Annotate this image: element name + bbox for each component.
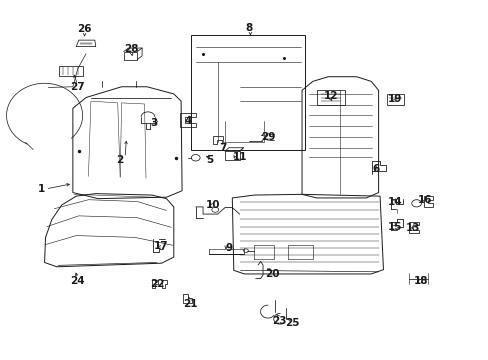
Text: 2: 2: [116, 155, 123, 165]
Text: 13: 13: [405, 224, 419, 233]
Text: 18: 18: [413, 276, 427, 286]
Text: 24: 24: [70, 276, 85, 286]
Text: 28: 28: [124, 44, 138, 54]
Text: 20: 20: [265, 269, 280, 279]
Text: 23: 23: [272, 316, 286, 325]
Text: 26: 26: [77, 24, 92, 35]
Text: 5: 5: [205, 155, 213, 165]
Text: 21: 21: [183, 299, 198, 309]
Text: 14: 14: [386, 197, 401, 207]
Text: 11: 11: [232, 152, 246, 162]
Text: 15: 15: [386, 222, 401, 231]
Text: 25: 25: [285, 319, 299, 328]
Text: 6: 6: [372, 164, 379, 174]
Text: 12: 12: [324, 91, 338, 101]
Text: 4: 4: [184, 116, 192, 126]
Text: 29: 29: [260, 132, 275, 142]
Text: 17: 17: [154, 241, 168, 251]
Text: 8: 8: [245, 23, 252, 33]
Text: 3: 3: [150, 118, 158, 128]
Text: 22: 22: [150, 279, 164, 289]
Text: 27: 27: [70, 82, 85, 93]
Text: 7: 7: [219, 143, 226, 153]
Text: 9: 9: [225, 243, 232, 253]
Text: 1: 1: [38, 184, 45, 194]
Text: 16: 16: [417, 195, 431, 205]
Text: 10: 10: [205, 200, 220, 210]
Text: 19: 19: [386, 94, 401, 104]
